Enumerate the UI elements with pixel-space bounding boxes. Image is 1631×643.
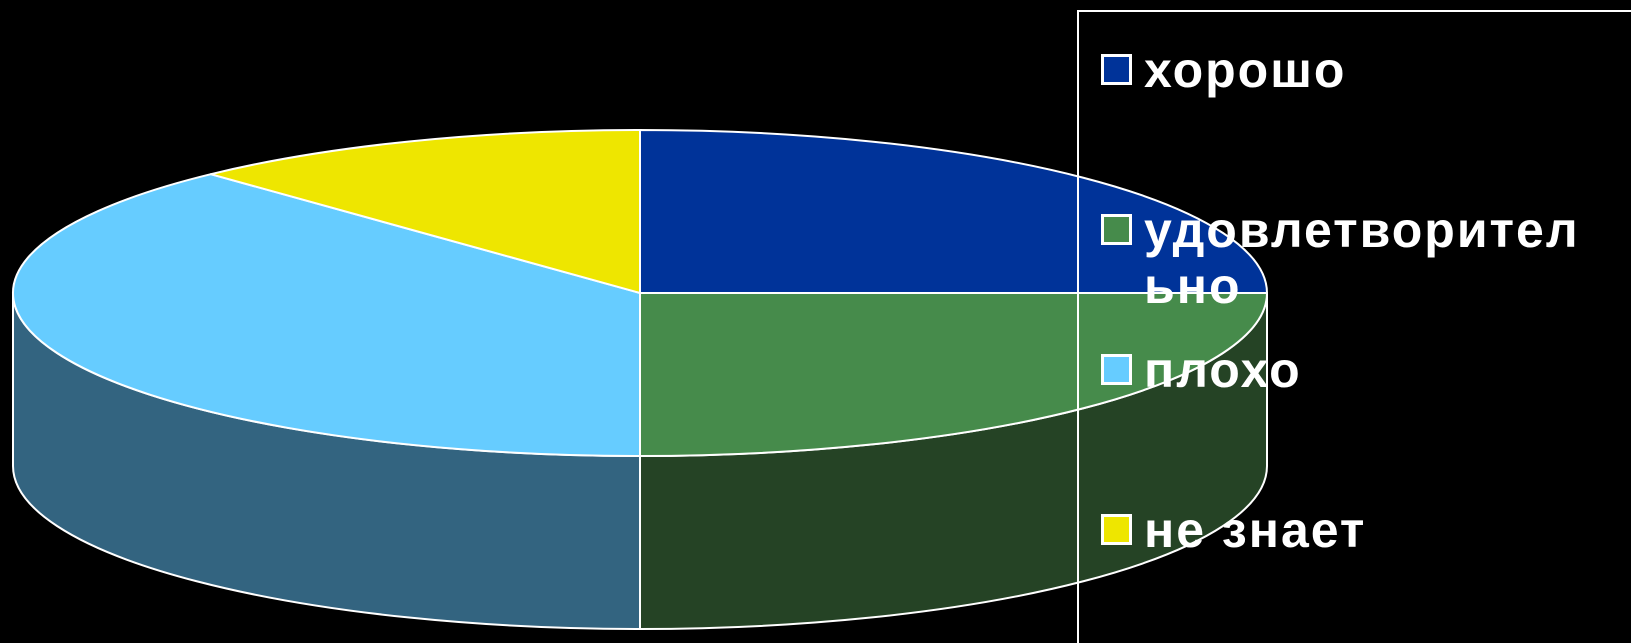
legend-label-dont-know: не знает bbox=[1144, 502, 1367, 558]
pie-slice bbox=[12, 173, 641, 457]
legend-item-satisfactory: удовлетворительно bbox=[1101, 202, 1604, 314]
legend-item-dont-know: не знает bbox=[1101, 502, 1604, 558]
pie-slice bbox=[639, 292, 1268, 457]
legend-label-satisfactory: удовлетворительно bbox=[1144, 202, 1580, 314]
legend-item-bad: плохо bbox=[1101, 342, 1604, 398]
legend-item-good: хорошо bbox=[1101, 42, 1604, 98]
legend-swatch-bad bbox=[1101, 354, 1132, 385]
pie-slice bbox=[639, 129, 1268, 294]
legend-swatch-satisfactory bbox=[1101, 214, 1132, 245]
legend-swatch-dont-know bbox=[1101, 514, 1132, 545]
chart-legend: хорошо удовлетворительно плохо не знает bbox=[1077, 10, 1631, 643]
legend-label-good: хорошо bbox=[1144, 42, 1347, 98]
legend-label-bad: плохо bbox=[1144, 342, 1302, 398]
legend-swatch-good bbox=[1101, 54, 1132, 85]
pie-slice bbox=[209, 129, 641, 294]
